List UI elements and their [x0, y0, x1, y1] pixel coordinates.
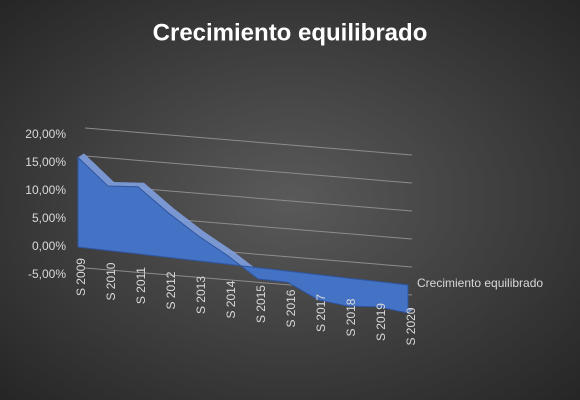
x-tick-label: S 2010 [104, 262, 118, 300]
plot-area: -5,00% 0,00% 5,00% 10,00% 15,00% 20,00% Crecim… [25, 127, 543, 345]
legend-label: Crecimiento equilibrado [417, 276, 543, 290]
y-tick-label: 20,00% [25, 127, 66, 141]
x-tick-label: S 2018 [344, 298, 358, 336]
x-tick-label: S 2014 [224, 280, 238, 318]
x-tick-label: S 2013 [194, 276, 208, 314]
x-tick-label: S 2016 [284, 289, 298, 327]
x-tick-label: S 2012 [164, 271, 178, 309]
x-tick-label: S 2019 [374, 303, 388, 341]
y-tick-label: 15,00% [25, 155, 66, 169]
x-tick-label: S 2020 [404, 307, 418, 345]
y-tick-label: -5,00% [28, 267, 66, 281]
x-tick-label: S 2011 [134, 267, 148, 304]
chart-title: Crecimiento equilibrado [153, 19, 428, 46]
x-tick-label: S 2009 [74, 258, 88, 296]
x-tick-label: S 2017 [314, 294, 328, 332]
area [77, 156, 409, 314]
grid-line [84, 155, 413, 184]
y-tick-label: 5,00% [32, 211, 66, 225]
grid-line [84, 127, 413, 156]
y-tick-label: 10,00% [25, 183, 66, 197]
y-tick-label: 0,00% [32, 239, 66, 253]
x-tick-label: S 2015 [254, 285, 268, 323]
